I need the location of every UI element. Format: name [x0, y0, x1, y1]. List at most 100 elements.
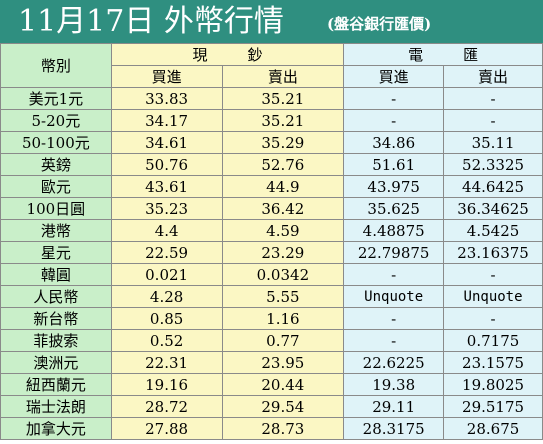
table-row: 瑞士法朗 28.72 29.54 29.11 29.5175 [0, 395, 543, 418]
cash-sell-cell: 28.73 [221, 417, 345, 440]
cash-buy-cell: 0.85 [110, 307, 223, 330]
cash-sell-cell: 23.29 [221, 241, 345, 264]
cash-sell-cell: 52.76 [221, 153, 345, 176]
wire-buy-cell: - [343, 307, 445, 330]
wire-buy-cell: 35.625 [343, 197, 445, 220]
currency-cell: 紐西蘭元 [0, 373, 112, 396]
rate-table-body: 美元1元 33.83 35.21- -5-20元 34.17 35.21- -50-100元… [0, 87, 543, 440]
currency-column-header: 幣別 [0, 43, 112, 88]
wire-sell-cell: 35.11 [443, 131, 543, 154]
sub-header-row: 買進 賣出 買進 賣出 [1, 65, 543, 88]
cash-buy-cell: 0.021 [110, 263, 223, 286]
wire-group-header: 電匯 [343, 43, 543, 66]
currency-cell: 英鎊 [0, 153, 112, 176]
table-row: 紐西蘭元 19.16 20.44 19.38 19.8025 [0, 373, 543, 396]
page-title: 11月17日 外幣行情 [18, 4, 284, 39]
wire-buy-header: 買進 [343, 65, 445, 88]
wire-sell-cell: 36.34625 [443, 197, 543, 220]
cash-sell-cell: 1.16 [221, 307, 345, 330]
wire-buy-cell: 22.79875 [343, 241, 445, 264]
table-row: 港幣 4.4 4.59 4.48875 4.5425 [0, 219, 543, 242]
cash-buy-cell: 43.61 [110, 175, 223, 198]
table-row: 韓圓 0.021 0.0342- - [0, 263, 543, 286]
wire-buy-cell: 4.48875 [343, 219, 445, 242]
wire-sell-cell: 28.675 [443, 417, 543, 440]
wire-buy-cell: Unquote [343, 285, 445, 308]
table-row: 澳洲元 22.31 23.95 22.6225 23.1575 [0, 351, 543, 374]
wire-sell-header: 賣出 [443, 65, 543, 88]
wire-buy-cell: 43.975 [343, 175, 445, 198]
wire-sell-cell: 4.5425 [443, 219, 543, 242]
table-row: 5-20元 34.17 35.21- - [0, 109, 543, 132]
table-row: 50-100元 34.61 35.29 34.86 35.11 [0, 131, 543, 154]
cash-sell-cell: 0.0342 [221, 263, 345, 286]
currency-cell: 美元1元 [0, 87, 112, 110]
exchange-rate-table: 幣別 現鈔 電匯 買進 賣出 買進 賣出 美元1元 33.83 35.21- -5-2… [0, 43, 543, 440]
page-subtitle: (盤谷銀行匯價) [327, 15, 432, 33]
cash-buy-cell: 0.52 [110, 329, 223, 352]
currency-cell: 菲披索 [0, 329, 112, 352]
table-row: 美元1元 33.83 35.21- - [0, 87, 543, 110]
currency-cell: 歐元 [0, 175, 112, 198]
wire-sell-cell: - [443, 263, 543, 286]
cash-buy-cell: 33.83 [110, 87, 223, 110]
cash-sell-cell: 35.29 [221, 131, 345, 154]
cash-buy-cell: 22.59 [110, 241, 223, 264]
table-row: 英鎊 50.76 52.76 51.61 52.3325 [0, 153, 543, 176]
title-bar: 11月17日 外幣行情 (盤谷銀行匯價) [0, 0, 543, 43]
cash-sell-cell: 4.59 [221, 219, 345, 242]
currency-cell: 人民幣 [0, 285, 112, 308]
wire-buy-cell: 28.3175 [343, 417, 445, 440]
table-row: 歐元 43.61 44.9 43.975 44.6425 [0, 175, 543, 198]
cash-sell-cell: 36.42 [221, 197, 345, 220]
currency-cell: 新台幣 [0, 307, 112, 330]
wire-buy-cell: 34.86 [343, 131, 445, 154]
wire-sell-cell: - [443, 87, 543, 110]
currency-cell: 5-20元 [0, 109, 112, 132]
cash-buy-cell: 4.4 [110, 219, 223, 242]
table-row: 菲披索 0.52 0.77-0.7175 [0, 329, 543, 352]
cash-sell-cell: 0.77 [221, 329, 345, 352]
wire-buy-cell: 29.11 [343, 395, 445, 418]
cash-sell-cell: 29.54 [221, 395, 345, 418]
cash-sell-cell: 5.55 [221, 285, 345, 308]
currency-cell: 澳洲元 [0, 351, 112, 374]
wire-sell-cell: - [443, 307, 543, 330]
wire-sell-cell: 23.16375 [443, 241, 543, 264]
currency-cell: 100日圓 [0, 197, 112, 220]
group-header-row: 幣別 現鈔 電匯 [0, 43, 543, 88]
wire-buy-cell: 51.61 [343, 153, 445, 176]
wire-sell-cell: 0.7175 [443, 329, 543, 352]
wire-buy-cell: - [343, 263, 445, 286]
cash-sell-cell: 23.95 [221, 351, 345, 374]
wire-buy-cell: - [343, 87, 445, 110]
cash-buy-cell: 34.17 [110, 109, 223, 132]
currency-cell: 加拿大元 [0, 417, 112, 440]
wire-sell-cell: 44.6425 [443, 175, 543, 198]
cash-buy-cell: 50.76 [110, 153, 223, 176]
currency-cell: 瑞士法朗 [0, 395, 112, 418]
cash-sell-cell: 20.44 [221, 373, 345, 396]
table-row: 新台幣 0.85 1.16- - [0, 307, 543, 330]
table-row: 人民幣 4.28 5.55 Unquote Unquote [0, 285, 543, 308]
currency-cell: 韓圓 [0, 263, 112, 286]
wire-sell-cell: 52.3325 [443, 153, 543, 176]
cash-buy-cell: 34.61 [110, 131, 223, 154]
table-row: 100日圓 35.23 36.42 35.625 36.34625 [0, 197, 543, 220]
currency-cell: 50-100元 [0, 131, 112, 154]
cash-buy-cell: 19.16 [110, 373, 223, 396]
table-row: 加拿大元 27.88 28.73 28.3175 28.675 [0, 417, 543, 440]
cash-sell-cell: 35.21 [221, 109, 345, 132]
wire-buy-cell: - [343, 109, 445, 132]
wire-sell-cell: 29.5175 [443, 395, 543, 418]
cash-group-header: 現鈔 [110, 43, 345, 66]
wire-buy-cell: 22.6225 [343, 351, 445, 374]
wire-buy-cell: - [343, 329, 445, 352]
wire-sell-cell: - [443, 109, 543, 132]
cash-buy-cell: 27.88 [110, 417, 223, 440]
cash-buy-cell: 35.23 [110, 197, 223, 220]
cash-buy-cell: 22.31 [110, 351, 223, 374]
cash-buy-header: 買進 [110, 65, 223, 88]
currency-cell: 星元 [0, 241, 112, 264]
